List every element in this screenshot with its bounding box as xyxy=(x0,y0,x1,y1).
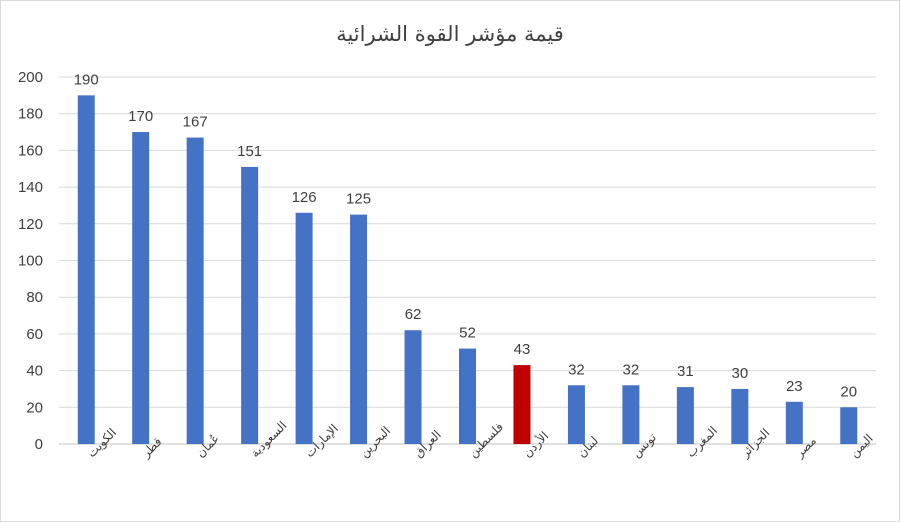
bar xyxy=(459,348,476,444)
data-label: 190 xyxy=(74,71,99,88)
bar xyxy=(241,166,259,445)
y-tick-label: 140 xyxy=(18,179,43,196)
y-tick-label: 0 xyxy=(35,436,43,453)
bar xyxy=(731,388,749,444)
data-label: 52 xyxy=(459,325,476,342)
bar xyxy=(132,132,150,445)
bar xyxy=(785,401,803,444)
data-label: 43 xyxy=(514,341,531,358)
bar xyxy=(676,387,694,444)
data-label: 62 xyxy=(405,306,422,323)
data-label: 32 xyxy=(568,361,585,378)
bar xyxy=(350,214,368,444)
bar xyxy=(622,385,640,444)
data-label: 170 xyxy=(128,108,153,125)
y-tick-label: 100 xyxy=(18,253,43,270)
y-tick-label: 180 xyxy=(18,106,43,123)
data-label: 20 xyxy=(840,383,857,400)
bar xyxy=(840,407,858,444)
data-label: 30 xyxy=(731,365,748,382)
y-tick-label: 200 xyxy=(18,69,43,86)
data-label: 23 xyxy=(786,378,803,395)
y-tick-label: 60 xyxy=(26,326,43,343)
data-label: 167 xyxy=(183,114,208,131)
bar xyxy=(295,212,313,444)
data-label: 126 xyxy=(292,189,317,206)
data-label: 32 xyxy=(623,361,640,378)
data-label: 151 xyxy=(237,143,262,160)
y-tick-label: 20 xyxy=(26,399,43,416)
y-tick-label: 120 xyxy=(18,216,43,233)
bar xyxy=(567,385,585,444)
y-tick-label: 80 xyxy=(26,289,43,306)
y-tick-label: 160 xyxy=(18,142,43,159)
bar xyxy=(513,365,531,444)
chart-title: قيمة مؤشر القوة الشرائية xyxy=(336,22,564,46)
bar xyxy=(77,95,95,444)
bar xyxy=(404,330,422,444)
data-label: 31 xyxy=(677,363,694,380)
data-label: 125 xyxy=(346,191,371,208)
y-tick-label: 40 xyxy=(26,363,43,380)
bar xyxy=(186,137,204,444)
